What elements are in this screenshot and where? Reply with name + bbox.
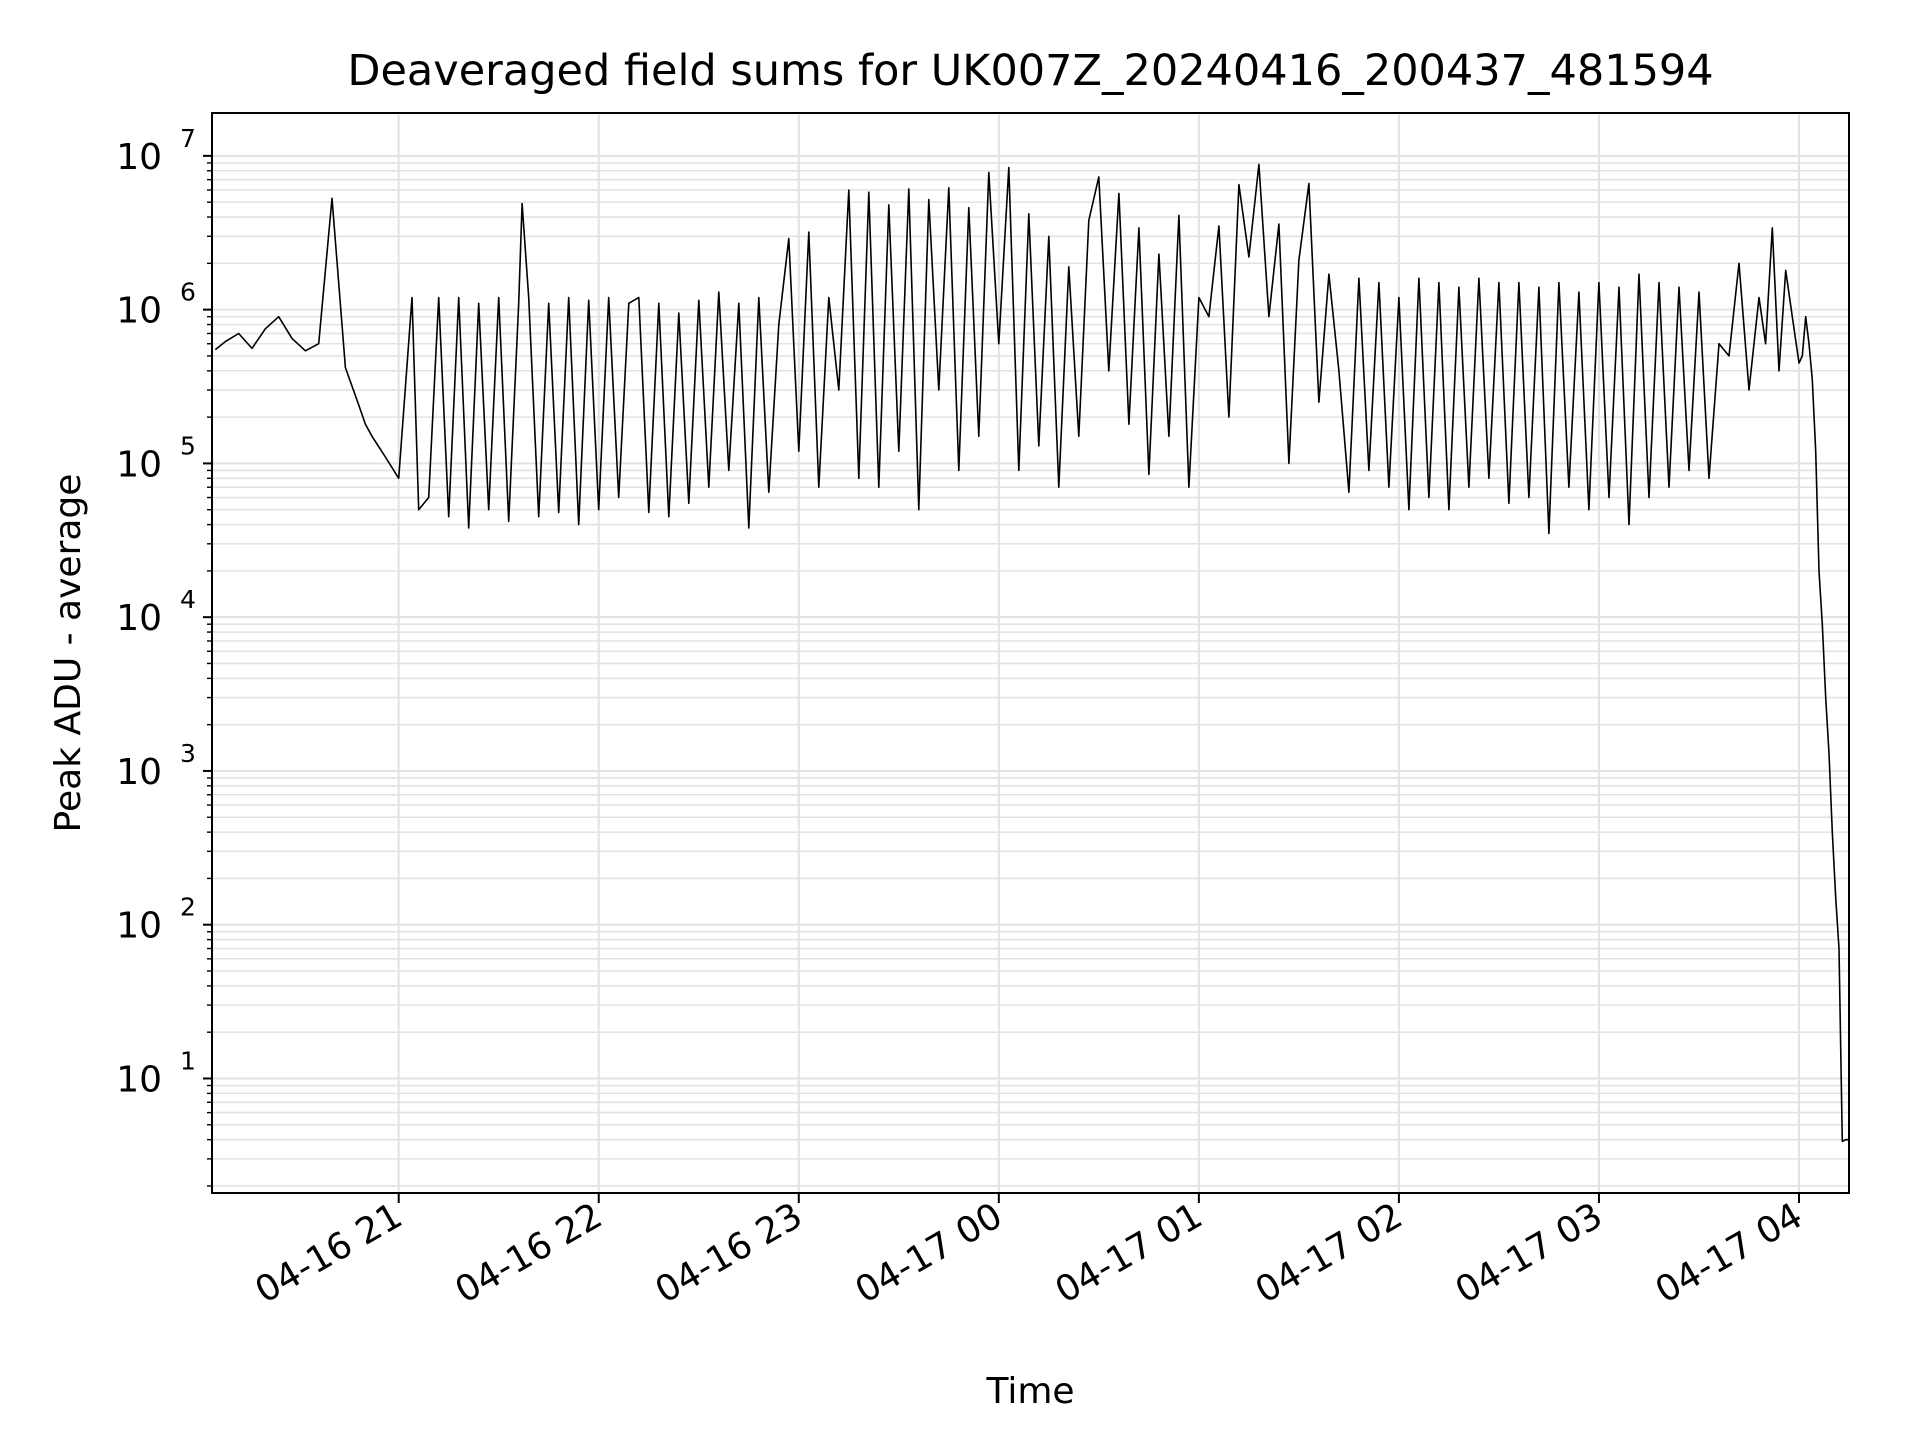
y-tick-label: 10 xyxy=(116,752,162,793)
y-tick-label: 10 xyxy=(116,137,162,178)
y-tick-exponent: 5 xyxy=(180,431,196,460)
plot-frame xyxy=(211,112,1850,1194)
y-tick-label: 10 xyxy=(116,444,162,485)
y-tick-exponent: 1 xyxy=(180,1046,196,1075)
y-tick-label: 10 xyxy=(116,291,162,332)
y-tick-base: 10 xyxy=(116,906,162,947)
y-axis-label: Peak ADU - average xyxy=(48,474,89,833)
y-tick-label: 10 xyxy=(116,906,162,947)
chart-title: Deaveraged field sums for UK007Z_2024041… xyxy=(347,46,1713,96)
y-tick-exponent: 6 xyxy=(180,278,196,307)
y-tick-base: 10 xyxy=(116,752,162,793)
y-tick-exponent: 7 xyxy=(180,124,196,153)
y-tick-base: 10 xyxy=(116,137,162,178)
y-tick-label: 10 xyxy=(116,598,162,639)
y-tick-base: 10 xyxy=(116,598,162,639)
y-tick-base: 10 xyxy=(116,1059,162,1100)
line-layer xyxy=(214,163,1849,1143)
y-tick-base: 10 xyxy=(116,444,162,485)
series-line xyxy=(214,163,1849,1143)
y-tick-exponent: 2 xyxy=(180,893,196,922)
y-tick-base: 10 xyxy=(116,291,162,332)
y-tick-exponent: 3 xyxy=(180,739,196,768)
y-tick-label: 10 xyxy=(116,1059,162,1100)
y-tick-exponent: 4 xyxy=(180,585,196,614)
x-axis-label: Time xyxy=(985,1371,1074,1412)
